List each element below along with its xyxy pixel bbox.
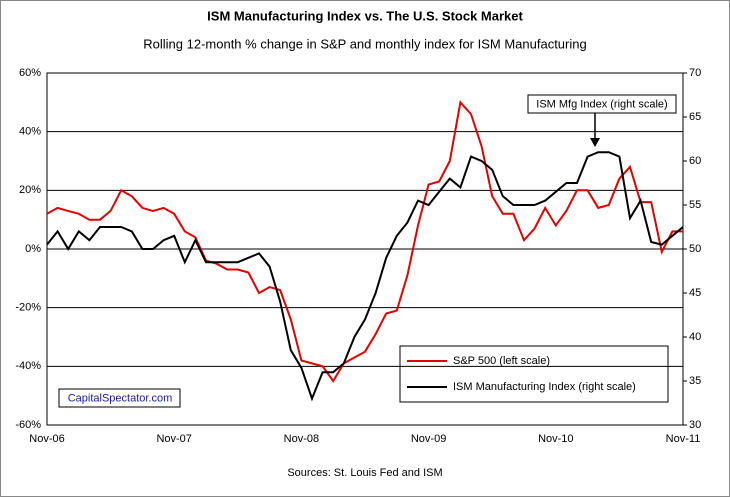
chart-title: ISM Manufacturing Index vs. The U.S. Sto… (207, 8, 523, 23)
x-tick-label: Nov-09 (411, 433, 446, 445)
annotation-box (527, 94, 677, 114)
y2-tick-label: 55 (689, 199, 701, 211)
y-tick-label: 20% (19, 184, 41, 196)
y2-tick-label: 65 (689, 111, 701, 123)
source: Sources: St. Louis Fed and ISM (287, 467, 442, 479)
y-tick-label: 60% (19, 67, 41, 79)
y-tick-label: -20% (15, 302, 41, 314)
annotation-arrowhead (590, 138, 600, 147)
y-tick-label: -60% (15, 419, 41, 431)
y2-tick-label: 45 (689, 287, 701, 299)
x-tick-label: Nov-10 (538, 433, 573, 445)
y2-tick-label: 30 (689, 419, 701, 431)
y2-tick-label: 40 (689, 331, 701, 343)
chart-subtitle: Rolling 12-month % change in S&P and mon… (143, 36, 586, 51)
credit: CapitalSpectator.com (68, 392, 173, 404)
credit-box (58, 388, 181, 408)
y-tick-label: 0% (25, 243, 41, 255)
y2-tick-label: 35 (689, 375, 701, 387)
y2-tick-label: 50 (689, 243, 701, 255)
x-tick-label: Nov-11 (666, 433, 701, 445)
series-line (46, 151, 684, 402)
x-tick-label: Nov-08 (284, 433, 319, 445)
legend-box (399, 345, 669, 403)
x-tick-label: Nov-07 (156, 433, 191, 445)
y-tick-label: -40% (15, 360, 41, 372)
legend-label: ISM Manufacturing Index (right scale) (453, 381, 636, 393)
y2-tick-label: 70 (689, 67, 701, 79)
y-tick-label: 40% (19, 126, 41, 138)
legend-label: S&P 500 (left scale) (453, 355, 550, 367)
y2-tick-label: 60 (689, 155, 701, 167)
x-tick-label: Nov-06 (29, 433, 64, 445)
series-line (46, 100, 683, 383)
annotation: ISM Mfg Index (right scale) (536, 98, 667, 110)
